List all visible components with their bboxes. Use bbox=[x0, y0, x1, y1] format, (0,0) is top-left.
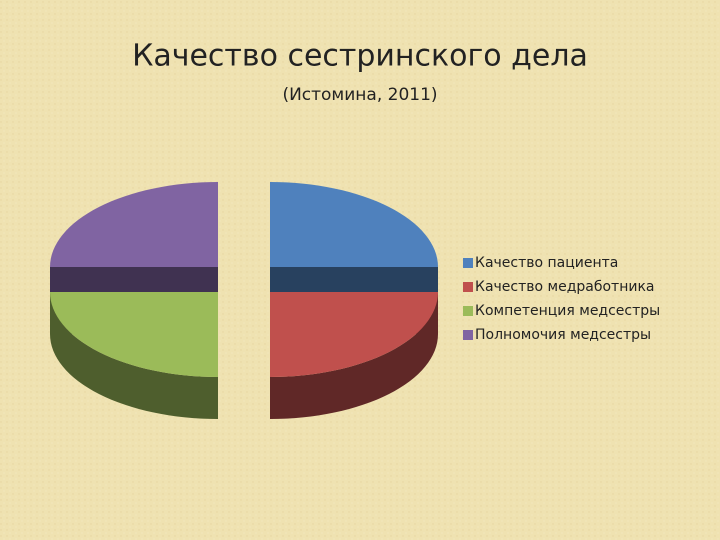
legend-label: Полномочия медсестры bbox=[475, 327, 651, 343]
chart-subtitle: (Истомина, 2011) bbox=[282, 85, 437, 105]
legend-label: Компетенция медсестры bbox=[475, 303, 660, 319]
pie-slice bbox=[50, 292, 218, 377]
legend-swatch bbox=[463, 330, 473, 340]
pie-slice bbox=[50, 182, 218, 267]
legend-swatch bbox=[463, 306, 473, 316]
pie-slice bbox=[270, 292, 438, 377]
slice-side bbox=[270, 292, 438, 419]
pie-slice bbox=[270, 182, 438, 267]
chart-title: Качество сестринского дела bbox=[132, 39, 588, 74]
legend-label: Качество медработника bbox=[475, 279, 654, 295]
slice-side bbox=[50, 292, 218, 419]
legend-swatch bbox=[463, 282, 473, 292]
legend-label: Качество пациента bbox=[475, 255, 618, 271]
legend-swatch bbox=[463, 258, 473, 268]
